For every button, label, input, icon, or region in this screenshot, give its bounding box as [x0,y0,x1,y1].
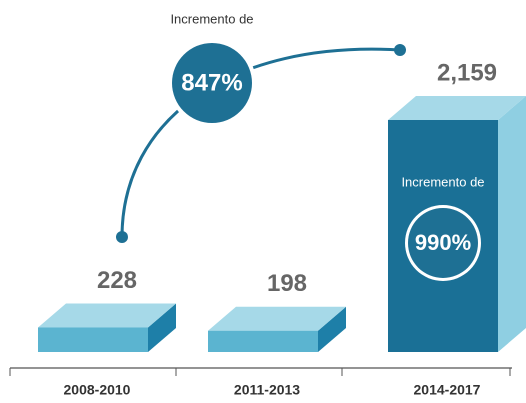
badge [172,43,252,123]
x-tick-label: 2014-2017 [414,382,481,398]
connector-dot [116,231,128,243]
bar-side [498,96,526,352]
bar-side [148,303,176,352]
badge [408,207,478,278]
connector-dot [394,44,406,56]
value-label: 198 [267,270,307,297]
bar [208,330,318,352]
annotation-value: 847% [181,69,242,96]
annotation-text: Incremento de [170,11,253,26]
value-label: 228 [97,267,137,294]
bar-top [38,303,176,328]
connector-arc [120,47,401,238]
bar [38,327,148,352]
annotation-value: 990% [415,230,471,255]
annotation-847: Incremento de 847% [168,11,256,127]
x-tick-label: 2011-2013 [234,382,300,398]
x-tick-label: 2008-2010 [64,382,131,398]
bar-top [388,96,526,120]
annotation-text: Incremento de [401,174,484,189]
value-label: 2,159 [437,59,497,86]
bar-top [208,306,346,331]
bar-side [318,306,346,352]
